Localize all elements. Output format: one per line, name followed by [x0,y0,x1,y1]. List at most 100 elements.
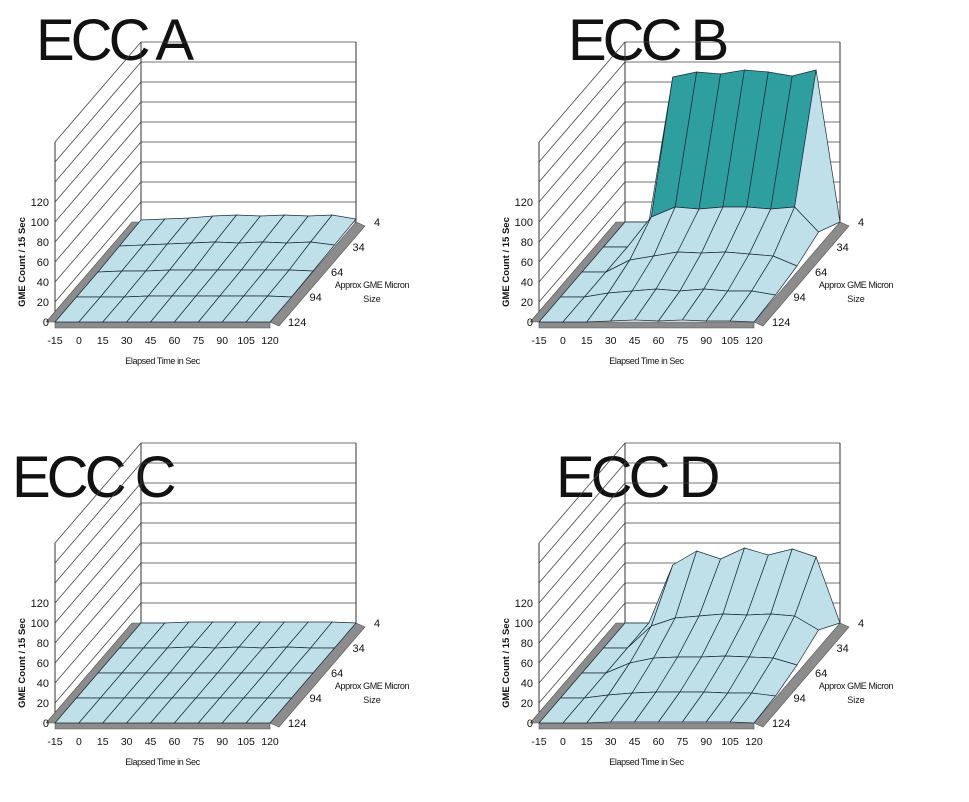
gridline [54,502,142,604]
depth-tick-label: 4 [858,618,864,630]
y-tick-label: 60 [521,658,533,670]
x-axis-label: Elapsed Time in Sec [125,757,200,767]
gridline [538,101,626,203]
chart-panel-ecc-c: ECC C 0 20 40 60 80 100 120 -15 0 15 30 45 60 75 90 105… [0,401,484,802]
floor-front-edge [54,321,271,329]
depth-tick-label: 124 [772,317,790,329]
floor-front-edge [54,722,271,730]
gridline [54,562,142,664]
gridline [538,121,626,223]
x-tick-label: 45 [145,736,157,748]
y-tick-label: 80 [37,237,49,249]
y-axis-label: GME Count / 15 Sec [501,217,512,307]
x-tick-label: 105 [237,335,255,347]
y-tick-label: 0 [43,317,49,329]
x-tick-label: 30 [605,736,617,748]
y-tick-label: 120 [515,598,533,610]
x-tick-label: 30 [121,736,133,748]
y-tick-label: 20 [37,698,49,710]
y-tick-label: 120 [31,598,49,610]
gridline [54,121,142,223]
y-tick-label: 100 [31,217,49,229]
floor-right-edge [269,221,366,327]
y-tick-label: 40 [37,678,49,690]
x-axis-label: Elapsed Time in Sec [125,356,200,366]
gridline [538,482,626,584]
gridline [54,181,142,283]
depth-axis-label: Approx GME Micron [335,280,410,290]
y-axis-label: GME Count / 15 Sec [501,618,512,708]
x-tick-label: 105 [721,736,739,748]
gridline [538,41,626,143]
x-tick-label: 120 [261,335,279,347]
depth-tick-label: 94 [794,693,806,705]
y-tick-label: 40 [521,678,533,690]
x-tick-label: 120 [745,335,763,347]
depth-tick-label: 4 [858,217,864,229]
gridline [538,462,626,564]
x-tick-label: 75 [676,736,688,748]
gridline [538,562,626,664]
depth-axis-label: Approx GME Micron [819,681,894,691]
y-tick-label: 80 [37,638,49,650]
depth-tick-label: 124 [288,317,306,329]
depth-tick-label: 4 [374,618,380,630]
gridline [538,201,626,303]
y-axis-label: GME Count / 15 Sec [17,217,28,307]
y-tick-label: 80 [521,237,533,249]
gridline [54,442,142,544]
y-tick-label: 20 [521,698,533,710]
x-tick-label: 75 [676,335,688,347]
x-tick-label: 60 [653,736,665,748]
y-tick-label: 0 [43,718,49,730]
floor-right-edge [753,622,850,728]
surface-cell [729,290,777,323]
x-tick-label: 90 [700,335,712,347]
surface-chart-ecc-c: 0 20 40 60 80 100 120 -15 0 15 30 45 60 75 90 105 120 4 34… [17,442,410,767]
depth-axis-label: Size [847,695,865,705]
x-tick-label: 45 [145,335,157,347]
x-axis-label: Elapsed Time in Sec [609,757,684,767]
gridline [54,61,142,163]
y-tick-label: 60 [37,257,49,269]
gridline [54,582,142,684]
x-tick-label: -15 [47,335,62,347]
gridline [54,161,142,263]
depth-axis-label: Approx GME Micron [335,681,410,691]
x-tick-label: 15 [97,335,109,347]
gridline [54,141,142,243]
chart-title: ECC D [556,445,720,510]
x-tick-label: 0 [76,335,82,347]
x-tick-label: -15 [531,335,546,347]
gridline [538,81,626,183]
gridline [538,181,626,283]
depth-tick-label: 64 [331,668,343,680]
gridline [538,502,626,604]
y-tick-label: 20 [37,297,49,309]
x-tick-label: 15 [581,335,593,347]
y-tick-label: 100 [515,618,533,630]
gridline [54,101,142,203]
floor-right-edge [753,221,850,327]
gridline [54,542,142,644]
x-tick-label: 75 [192,335,204,347]
depth-tick-label: 94 [794,292,806,304]
y-tick-label: 0 [527,718,533,730]
x-tick-label: 0 [560,335,566,347]
y-tick-label: 100 [515,217,533,229]
y-axis-label: GME Count / 15 Sec [17,618,28,708]
depth-tick-label: 4 [374,217,380,229]
surface-cell [245,295,293,323]
chart-panel-ecc-b: ECC B 0 20 40 60 80 100 120 -15 0 15 30 45 60 75 90 105… [484,0,968,401]
depth-tick-label: 34 [353,643,365,655]
depth-tick-label: 124 [288,718,306,730]
depth-tick-label: 94 [310,693,322,705]
gridline [538,141,626,243]
depth-tick-label: 64 [815,267,827,279]
y-tick-label: 40 [37,277,49,289]
surface-chart-ecc-b: 0 20 40 60 80 100 120 -15 0 15 30 45 60 75 90 105 120 4 34… [501,41,894,366]
x-tick-label: 60 [169,736,181,748]
chart-title: ECC B [568,8,729,73]
surface-cell [729,692,777,724]
x-tick-label: 45 [629,736,641,748]
